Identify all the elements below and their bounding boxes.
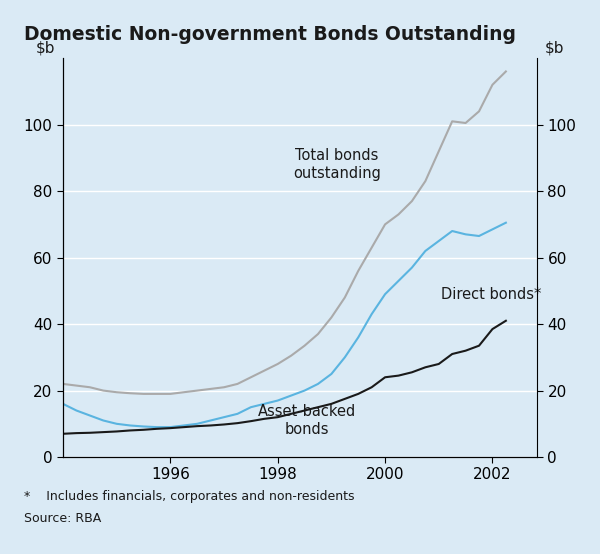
- Text: Total bonds
outstanding: Total bonds outstanding: [293, 147, 381, 181]
- Text: Source: RBA: Source: RBA: [24, 512, 101, 525]
- Text: Asset-backed
bonds: Asset-backed bonds: [258, 404, 356, 438]
- Text: $b: $b: [36, 40, 56, 55]
- Text: $b: $b: [545, 40, 564, 55]
- Text: *    Includes financials, corporates and non-residents: * Includes financials, corporates and no…: [24, 490, 355, 503]
- Text: Direct bonds*: Direct bonds*: [442, 286, 542, 302]
- Text: Domestic Non-government Bonds Outstanding: Domestic Non-government Bonds Outstandin…: [24, 25, 516, 44]
